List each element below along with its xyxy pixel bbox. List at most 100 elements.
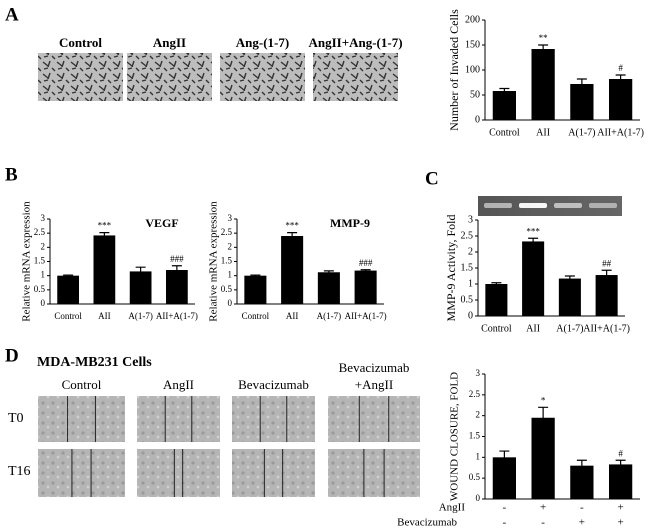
x-tick-label: AII+A(1-7) xyxy=(345,311,387,321)
y-axis-label: WOUND CLOSURE, FOLD xyxy=(449,372,461,501)
significance-mark: *** xyxy=(526,226,540,236)
condition-label: Bevacizumab xyxy=(397,517,457,529)
bar xyxy=(531,417,555,499)
y-axis-label: Relative mRNA expression xyxy=(21,201,33,322)
condition-value: + xyxy=(579,517,585,529)
x-tick-label: AII xyxy=(98,311,111,321)
error-bar xyxy=(99,232,110,239)
y-tick-label: 2.5 xyxy=(469,389,481,399)
row-label: T0 xyxy=(8,411,24,426)
condition-value: - xyxy=(580,502,584,514)
y-tick-label: 1.5 xyxy=(461,262,474,273)
error-bar xyxy=(576,459,587,472)
bar xyxy=(281,236,304,304)
column-label: +AngII xyxy=(355,377,393,392)
x-tick-label: Control xyxy=(54,311,82,321)
error-bar xyxy=(615,459,626,469)
panel-letter: D xyxy=(5,345,19,366)
panel-title: MDA-MB231 Cells xyxy=(37,355,152,370)
error-bar xyxy=(360,269,371,272)
micrograph xyxy=(328,449,420,497)
y-tick-label: 1 xyxy=(228,270,233,280)
x-tick-label: AII+A(1-7) xyxy=(156,311,198,321)
y-tick-label: 150 xyxy=(465,39,480,50)
significance-mark: # xyxy=(618,63,623,73)
column-label: AngII xyxy=(163,377,194,392)
error-bar xyxy=(499,450,510,464)
error-bar xyxy=(250,274,261,277)
micrograph xyxy=(38,449,125,497)
error-bar xyxy=(491,282,502,286)
condition-value: - xyxy=(541,517,545,529)
x-tick-label: A(1-7) xyxy=(556,323,583,334)
panel-letter: C xyxy=(425,168,439,189)
significance-mark: ## xyxy=(602,258,612,268)
y-tick-label: 0 xyxy=(468,310,473,321)
significance-mark: # xyxy=(618,448,623,458)
y-axis-label: MMP-9 Activity, Fold xyxy=(444,215,458,322)
panel-letter: B xyxy=(5,164,18,185)
y-tick-label: 0 xyxy=(476,493,481,503)
significance-mark: ### xyxy=(170,254,184,264)
error-bar xyxy=(135,266,146,276)
bar xyxy=(317,272,340,304)
panel-letter: A xyxy=(5,4,19,25)
y-tick-label: 200 xyxy=(465,14,480,25)
y-tick-label: 0 xyxy=(228,298,233,308)
image-label: AngII xyxy=(153,35,186,50)
image-label: Ang-(1-7) xyxy=(236,35,289,50)
y-tick-label: 3 xyxy=(468,214,473,225)
bar xyxy=(609,79,633,120)
y-tick-label: 2 xyxy=(476,410,481,420)
y-axis-label: Relative mRNA expression xyxy=(208,201,220,322)
y-tick-label: 0.5 xyxy=(469,472,481,482)
condition-value: - xyxy=(503,502,507,514)
significance-mark: *** xyxy=(98,221,112,231)
micrograph xyxy=(137,449,220,497)
y-tick-label: 1 xyxy=(41,270,46,280)
error-bar xyxy=(538,406,549,429)
x-tick-label: Control xyxy=(489,127,520,138)
y-tick-label: 3 xyxy=(476,368,481,378)
error-bar xyxy=(287,232,298,240)
error-bar xyxy=(538,44,549,53)
column-label: Control xyxy=(62,377,102,392)
micrograph xyxy=(328,396,420,442)
y-tick-label: 0.5 xyxy=(461,294,474,305)
bar xyxy=(166,270,188,304)
condition-value: + xyxy=(618,517,624,529)
micrograph xyxy=(38,53,123,101)
bar xyxy=(531,49,555,120)
error-bar xyxy=(601,269,612,280)
y-tick-label: 1.5 xyxy=(34,256,46,266)
bar xyxy=(492,457,516,499)
y-tick-label: 2 xyxy=(228,241,233,251)
bar xyxy=(485,284,508,316)
error-bar xyxy=(576,78,587,89)
error-bar xyxy=(171,265,182,275)
significance-mark: ** xyxy=(539,33,549,43)
x-tick-label: AII+A(1-7) xyxy=(597,127,644,138)
y-tick-label: 2 xyxy=(41,241,46,251)
y-tick-label: 3 xyxy=(228,213,233,223)
condition-value: + xyxy=(540,502,546,514)
error-bar xyxy=(63,274,74,277)
y-tick-label: 2.5 xyxy=(34,227,46,237)
chart-title: VEGF xyxy=(145,216,178,230)
bar xyxy=(558,278,581,316)
condition-label: AngII xyxy=(439,502,466,514)
x-tick-label: AII+A(1-7) xyxy=(583,323,630,334)
y-tick-label: 3 xyxy=(41,213,46,223)
column-label: Bevacizumab xyxy=(339,360,410,375)
condition-value: - xyxy=(503,517,507,529)
y-tick-label: 100 xyxy=(465,64,480,75)
bar xyxy=(522,241,545,316)
error-bar xyxy=(528,237,539,245)
error-bar xyxy=(564,275,575,282)
y-tick-label: 50 xyxy=(470,89,480,100)
row-label: T16 xyxy=(8,464,31,479)
y-tick-label: 1.5 xyxy=(221,256,233,266)
micrograph xyxy=(38,396,125,442)
y-tick-label: 2.5 xyxy=(461,230,474,241)
